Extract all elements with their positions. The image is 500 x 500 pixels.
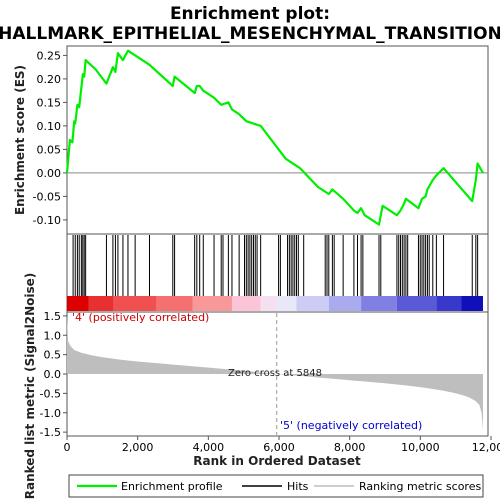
positive-correlation-label: '4' (positively correlated) [72,311,209,324]
metric-y-tick-label: -1.5 [40,426,61,439]
metric-y-axis: -1.5 -1.0 -0.5 0.0 0.5 1.0 1.5 [40,310,67,439]
metric-x-label: Rank in Ordered Dataset [193,454,361,468]
rank-bar-segment [231,296,261,311]
metric-y-tick-label: -1.0 [40,407,61,420]
metric-panel: -1.5 -1.0 -0.5 0.0 0.5 1.0 1.5 0 2,000 4,000 6,00… [23,273,500,500]
rank-bar-segment [461,296,483,311]
rank-bar-segment [296,296,329,311]
metric-y-tick-label: 1.5 [44,310,62,323]
metric-y-tick-label: -0.5 [40,387,61,400]
metric-x-tick-label: 10,000 [401,441,440,454]
rank-bar-segment [88,296,114,311]
rank-bar-segment [67,296,89,311]
hit-markers [72,235,479,296]
title-line-1: Enrichment plot: [170,4,330,24]
zero-cross-label: Zero cross at 5848 [228,368,322,379]
metric-x-tick-label: 2,000 [122,441,154,454]
es-y-tick-label: 0.15 [37,96,62,109]
negative-correlation-label: '5' (negatively correlated) [280,419,422,432]
metric-x-tick-label: 0 [64,441,71,454]
rank-bar-segment [192,296,232,311]
rank-bar-segment [156,296,193,311]
legend: Enrichment profile Hits Ranking metric s… [68,474,484,498]
rank-bar-segment [328,296,362,311]
rank-bar-segment [396,296,437,311]
metric-area [67,315,483,431]
metric-y-label: Ranked list metric (Signal2Noise) [23,273,37,500]
rank-bar-segment [361,296,397,311]
legend-label-ranking-metric: Ranking metric scores [359,480,481,493]
rank-bar-segment [276,296,297,311]
metric-y-tick-label: 0.5 [44,349,62,362]
es-y-label: Enrichment score (ES) [13,65,27,215]
es-panel-frame [66,45,489,235]
es-y-tick-label: 0.00 [37,167,62,180]
legend-label-enrichment-profile: Enrichment profile [121,480,223,493]
es-y-tick-label: 0.05 [37,143,62,156]
rank-color-bar [67,296,483,311]
metric-x-axis: 0 2,000 4,000 6,000 8,000 10,000 12,000 [64,436,500,454]
es-y-tick-label: -0.05 [33,190,61,203]
metric-y-tick-label: 1.0 [44,329,62,342]
es-y-tick-label: 0.25 [37,49,62,62]
es-profile-line [65,49,484,226]
hits-panel [66,233,489,313]
es-y-axis: -0.10 -0.05 0.00 0.05 0.10 0.15 0.20 0.25 [33,49,67,227]
rank-bar-segment [436,296,462,311]
es-panel: -0.10 -0.05 0.00 0.05 0.10 0.15 0.20 0.25 Enric… [13,45,489,235]
metric-y-tick-label: 0.0 [44,368,62,381]
title-line-2: HALLMARK_EPITHELIAL_MESENCHYMAL_TRANSITI… [0,24,500,44]
es-y-tick-label: 0.20 [37,73,62,86]
rank-bar-segment [113,296,157,311]
rank-bar-segment [260,296,277,311]
metric-x-tick-label: 12,000 [472,441,500,454]
legend-label-hits: Hits [287,480,309,493]
metric-x-tick-label: 8,000 [334,441,366,454]
metric-x-tick-label: 6,000 [263,441,295,454]
metric-x-tick-label: 4,000 [193,441,225,454]
es-y-tick-label: -0.10 [33,214,61,227]
es-y-tick-label: 0.10 [37,120,62,133]
